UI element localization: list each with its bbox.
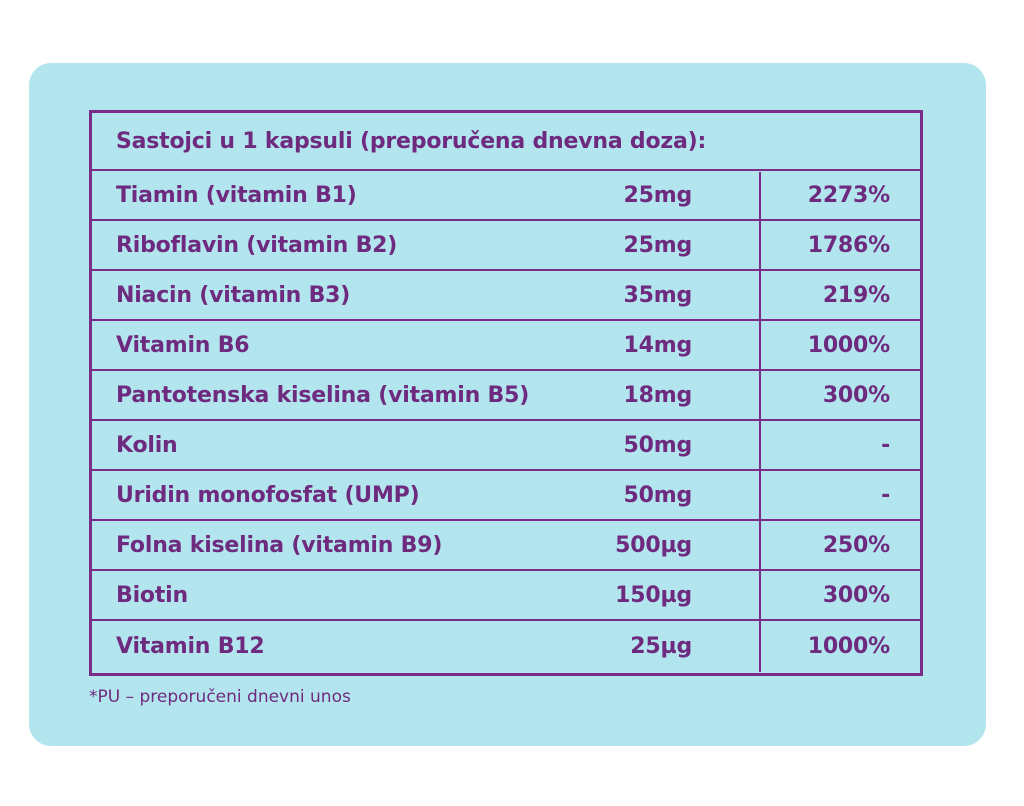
table-row: Pantotenska kiselina (vitamin B5) 18mg 3… [92, 371, 920, 421]
ingredient-amount: 150µg [615, 582, 692, 608]
ingredient-name: Vitamin B12 [116, 633, 265, 659]
table-row: Riboflavin (vitamin B2) 25mg 1786% [92, 221, 920, 271]
ingredients-table: Sastojci u 1 kapsuli (preporučena dnevna… [89, 110, 923, 676]
ingredient-name: Vitamin B6 [116, 332, 250, 358]
table-row: Vitamin B12 25µg 1000% [92, 621, 920, 671]
ingredient-name: Niacin (vitamin B3) [116, 282, 351, 308]
ingredient-pu: - [881, 482, 890, 508]
ingredient-pu: 1786% [807, 232, 890, 258]
ingredient-name: Tiamin (vitamin B1) [116, 182, 357, 208]
ingredient-pu: 300% [822, 582, 890, 608]
footnote: *PU – preporučeni dnevni unos [89, 687, 351, 707]
ingredient-name: Kolin [116, 432, 178, 458]
table-row: Kolin 50mg - [92, 421, 920, 471]
info-card [29, 63, 986, 746]
column-divider [759, 172, 761, 672]
ingredient-name: Biotin [116, 582, 188, 608]
table-row: Folna kiselina (vitamin B9) 500µg 250% [92, 521, 920, 571]
ingredient-amount: 25mg [623, 232, 693, 258]
ingredient-pu: 250% [822, 532, 890, 558]
ingredient-amount: 25mg [623, 182, 693, 208]
table-row: Niacin (vitamin B3) 35mg 219% [92, 271, 920, 321]
table-row: Biotin 150µg 300% [92, 571, 920, 621]
table-row: Uridin monofosfat (UMP) 50mg - [92, 471, 920, 521]
table-header: Sastojci u 1 kapsuli (preporučena dnevna… [92, 113, 920, 171]
ingredient-name: Riboflavin (vitamin B2) [116, 232, 398, 258]
ingredient-pu: 1000% [807, 332, 890, 358]
ingredient-amount: 50mg [623, 482, 693, 508]
ingredient-name: Uridin monofosfat (UMP) [116, 482, 420, 508]
table-row: Tiamin (vitamin B1) 25mg 2273% [92, 171, 920, 221]
ingredient-pu: 219% [822, 282, 890, 308]
ingredient-name: Folna kiselina (vitamin B9) [116, 532, 443, 558]
ingredient-pu: 2273% [807, 182, 890, 208]
ingredient-pu: 1000% [807, 633, 890, 659]
ingredient-pu: - [881, 432, 890, 458]
table-row: Vitamin B6 14mg 1000% [92, 321, 920, 371]
ingredient-pu: 300% [822, 382, 890, 408]
ingredient-amount: 25µg [630, 633, 692, 659]
ingredient-name: Pantotenska kiselina (vitamin B5) [116, 382, 530, 408]
ingredient-amount: 500µg [615, 532, 692, 558]
ingredient-amount: 50mg [623, 432, 693, 458]
ingredient-amount: 14mg [623, 332, 693, 358]
ingredient-amount: 18mg [623, 382, 693, 408]
ingredient-amount: 35mg [623, 282, 693, 308]
